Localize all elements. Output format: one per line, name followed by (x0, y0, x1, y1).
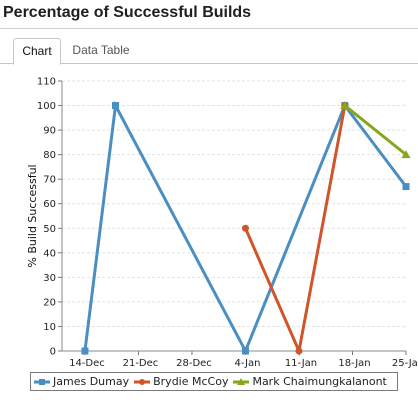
y-axis-label: % Build Successful (26, 164, 39, 267)
line-chart: 0 10 20 30 40 50 60 70 80 90 100 110 14-Dec 21-Dec 28… (26, 77, 418, 370)
series-mark-chaimungkalanont (340, 101, 411, 159)
data-point (340, 101, 350, 110)
legend-item[interactable]: Mark Chaimungkalanont (233, 375, 387, 388)
legend-swatch (233, 377, 250, 385)
y-tick-label: 10 (43, 322, 56, 333)
chart-legend: James Dumay Brydie McCoy Mark Chaimungkala… (30, 372, 398, 391)
data-point (241, 224, 249, 232)
series-brydie-mccoy (241, 102, 349, 357)
y-tick-label: 50 (43, 224, 56, 235)
data-point (295, 347, 303, 355)
tab-chart[interactable]: Chart (13, 38, 61, 65)
legend-swatch (134, 378, 151, 385)
data-point (139, 378, 146, 385)
x-tick-label: 14-Dec (69, 358, 105, 369)
panel-title: Percentage of Successful Builds (3, 4, 252, 21)
data-point (81, 347, 89, 355)
legend-swatch (34, 378, 50, 385)
x-tick-label: 11-Jan (285, 358, 317, 369)
data-point (39, 378, 45, 385)
title-divider (0, 28, 418, 29)
data-point (237, 377, 246, 385)
y-tick-label: 40 (43, 248, 56, 259)
y-axis-ticks: 0 10 20 30 40 50 60 70 80 90 100 110 (37, 77, 62, 358)
y-tick-label: 80 (43, 150, 56, 161)
x-tick-label: 21-Dec (123, 358, 159, 369)
y-tick-label: 100 (37, 101, 56, 112)
y-tick-label: 0 (50, 347, 56, 358)
series-layer (81, 100, 411, 357)
y-tick-label: 70 (43, 175, 56, 186)
legend-item[interactable]: Brydie McCoy (134, 375, 228, 388)
legend-label: Mark Chaimungkalanont (252, 375, 387, 388)
legend-label: Brydie McCoy (153, 375, 229, 388)
data-point (241, 347, 249, 355)
tab-bar: Chart Data Table (0, 38, 418, 65)
x-tick-label: 28-Dec (176, 358, 212, 369)
data-point (401, 150, 411, 159)
y-tick-label: 30 (43, 273, 56, 284)
legend-item[interactable]: James Dumay (34, 375, 129, 388)
axes (61, 81, 406, 352)
data-point (402, 183, 410, 191)
y-tick-label: 60 (43, 199, 56, 210)
tab-divider (0, 63, 418, 64)
tab-data-table[interactable]: Data Table (72, 43, 130, 57)
x-tick-label: 18-Jan (338, 358, 370, 369)
series-line (343, 104, 407, 156)
grid-lines (62, 80, 406, 327)
y-tick-label: 110 (37, 77, 56, 88)
x-tick-label: 4-Jan (234, 358, 260, 369)
y-tick-label: 20 (43, 297, 56, 308)
y-tick-label: 90 (43, 126, 56, 137)
data-point (112, 102, 120, 110)
x-tick-label: 25-Jan (392, 358, 418, 369)
legend-label: James Dumay (53, 375, 130, 388)
